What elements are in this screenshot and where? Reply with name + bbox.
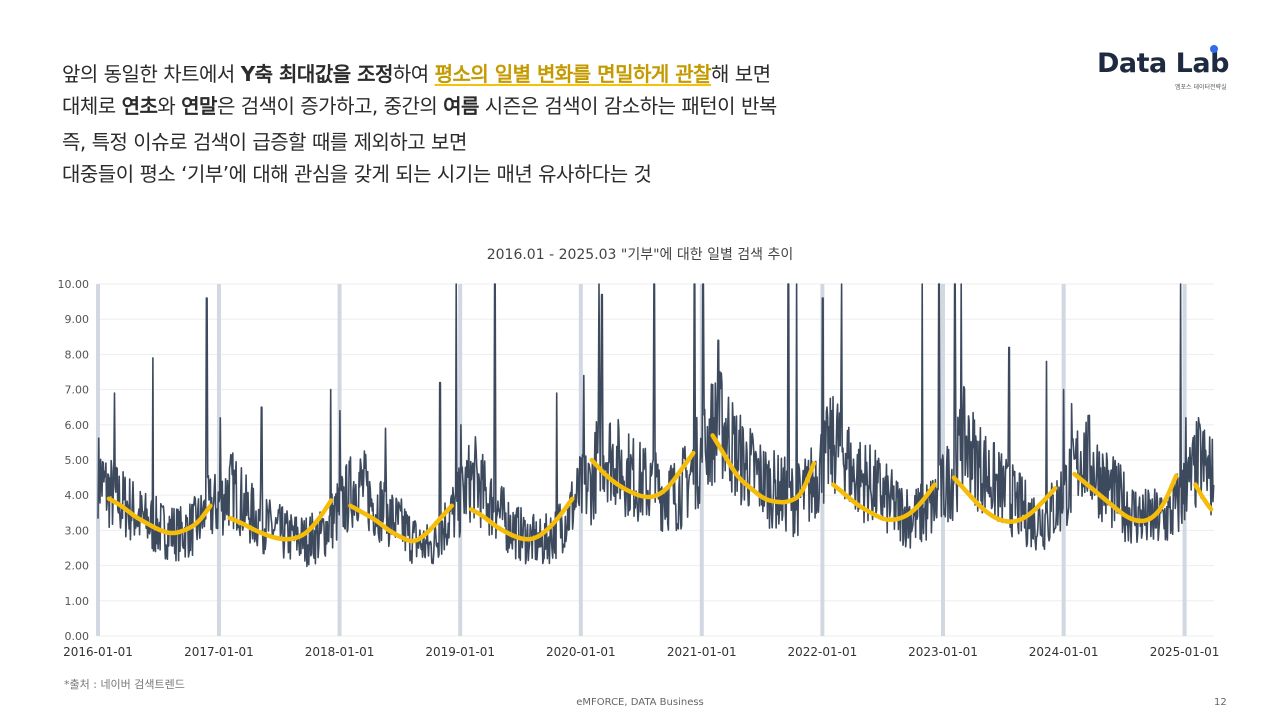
- y-tick-label: 1.00: [65, 595, 90, 608]
- footer-text: eMFORCE, DATA Business: [576, 697, 704, 708]
- y-tick-label: 7.00: [65, 384, 90, 397]
- y-tick-label: 2.00: [65, 560, 90, 573]
- y-tick-label: 0.00: [65, 630, 90, 643]
- page-number: 12: [1214, 697, 1227, 708]
- y-tick-label: 5.00: [65, 454, 90, 467]
- headline-bold: 연초: [121, 94, 158, 118]
- trend-curve-2021: [710, 433, 817, 505]
- y-tick-label: 3.00: [65, 524, 90, 537]
- headline-bold: Y축 최대값을 조정: [240, 62, 394, 86]
- x-tick-label: 2024-01-01: [1029, 645, 1099, 659]
- daily-search-line: [97, 283, 1215, 568]
- y-tick-label: 8.00: [65, 348, 90, 361]
- trend-curve-2017: [227, 498, 334, 542]
- headline-line-1: 앞의 동일한 차트에서 Y축 최대값을 조정하여 평소의 일별 변화를 면밀하게…: [62, 58, 777, 90]
- trend-curve-2023: [951, 475, 1058, 524]
- trend-curve-2018: [348, 503, 455, 544]
- trend-curve-2019: [468, 496, 575, 542]
- trend-curve-2025: [1193, 482, 1214, 512]
- logo-dot-icon: [1210, 45, 1218, 53]
- y-tick-label: 9.00: [65, 313, 90, 326]
- headline: 앞의 동일한 차트에서 Y축 최대값을 조정하여 평소의 일별 변화를 면밀하게…: [62, 58, 777, 190]
- trend-curve-2022: [830, 482, 937, 523]
- x-tick-label: 2023-01-01: [908, 645, 978, 659]
- trend-curve-2020: [589, 450, 696, 500]
- x-tick-label: 2020-01-01: [546, 645, 616, 659]
- headline-text: 시즌은 검색이 감소하는 패턴이 반복: [478, 94, 777, 118]
- y-tick-label: 10.00: [58, 278, 90, 291]
- x-tick-label: 2025-01-01: [1150, 645, 1220, 659]
- x-tick-label: 2017-01-01: [184, 645, 254, 659]
- x-tick-label: 2022-01-01: [788, 645, 858, 659]
- logo-name: Data Lab: [1097, 48, 1229, 79]
- y-tick-label: 6.00: [65, 419, 90, 432]
- y-tick-label: 4.00: [65, 489, 90, 502]
- data-lab-logo: Data Lab 엠포스 데이터전략실: [1097, 45, 1237, 91]
- headline-bold: 여름: [443, 94, 479, 118]
- headline-bold: 연말: [181, 94, 217, 118]
- x-tick-label: 2016-01-01: [63, 645, 133, 659]
- headline-text: 앞의 동일한 차트에서: [62, 62, 241, 86]
- headline-highlight: 평소의 일별 변화를 면밀하게 관찰: [434, 62, 712, 86]
- headline-text: 와: [157, 94, 182, 118]
- x-tick-label: 2019-01-01: [425, 645, 495, 659]
- headline-text: 은 검색이 증가하고, 중간의: [216, 94, 444, 118]
- trend-curve-2024: [1072, 471, 1179, 524]
- headline-text: 하여: [392, 62, 435, 86]
- x-tick-label: 2018-01-01: [305, 645, 375, 659]
- headline-line-4: 대중들이 평소 ‘기부’에 대해 관심을 갖게 되는 시기는 매년 유사하다는 …: [62, 162, 652, 186]
- trend-curve-2016: [106, 496, 213, 536]
- x-tick-label: 2021-01-01: [667, 645, 737, 659]
- chart-title: 2016.01 - 2025.03 "기부"에 대한 일별 검색 추이: [486, 247, 794, 263]
- headline-text: 해 보면: [711, 62, 771, 86]
- logo-subtitle: 엠포스 데이터전략실: [1175, 84, 1227, 91]
- headline-line-2: 대체로 연초와 연말은 검색이 증가하고, 중간의 여름 시즌은 검색이 감소하…: [62, 90, 777, 122]
- headline-text: 대체로: [62, 94, 122, 118]
- source-note: *출처 : 네이버 검색트렌드: [64, 678, 185, 691]
- headline-line-3: 즉, 특정 이슈로 검색이 급증할 때를 제외하고 보면: [62, 130, 467, 154]
